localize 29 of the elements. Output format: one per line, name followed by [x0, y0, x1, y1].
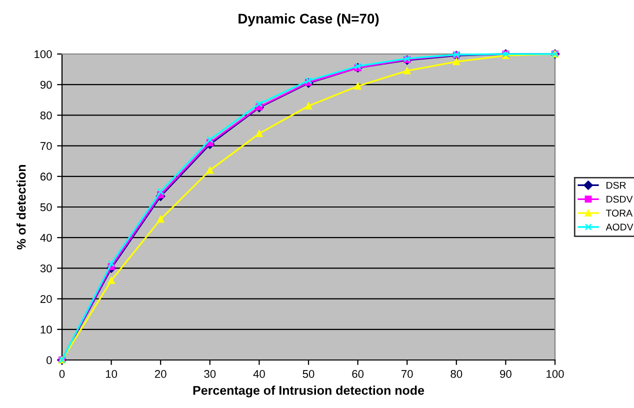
legend-label: DSR [606, 182, 626, 189]
x-tick-label: 80 [450, 370, 462, 378]
y-tick-label: 100 [34, 50, 52, 58]
y-tick-label: 20 [40, 295, 52, 303]
y-tick-label: 60 [40, 172, 52, 181]
y-tick-label: 50 [40, 203, 52, 212]
x-tick-label: 60 [352, 370, 364, 378]
x-tick-label: 50 [302, 370, 314, 378]
y-tick-label: 40 [40, 234, 52, 242]
x-axis-title: Percentage of Intrusion detection node [193, 386, 424, 398]
x-tick-label: 30 [204, 370, 216, 378]
y-tick-label: 0 [46, 356, 52, 364]
x-tick-label: 100 [546, 370, 564, 378]
y-axis-title: % of detection [16, 165, 26, 250]
y-tick-label: 10 [40, 326, 52, 334]
y-tick-label: 70 [40, 142, 52, 150]
x-tick-label: 0 [59, 370, 65, 378]
x-tick-label: 20 [154, 370, 166, 378]
legend-label: TORA [606, 210, 633, 217]
x-tick-label: 90 [500, 370, 512, 378]
y-tick-label: 90 [40, 80, 52, 89]
legend-label: DSDV [606, 196, 633, 203]
y-tick-label: 80 [40, 111, 52, 120]
y-tick-label: 30 [40, 264, 52, 272]
x-tick-label: 40 [253, 370, 265, 378]
legend-label: AODV [606, 224, 634, 230]
chart-title: Dynamic Case (N=70) [238, 13, 379, 26]
x-tick-label: 70 [401, 370, 413, 378]
x-tick-label: 10 [106, 370, 118, 378]
